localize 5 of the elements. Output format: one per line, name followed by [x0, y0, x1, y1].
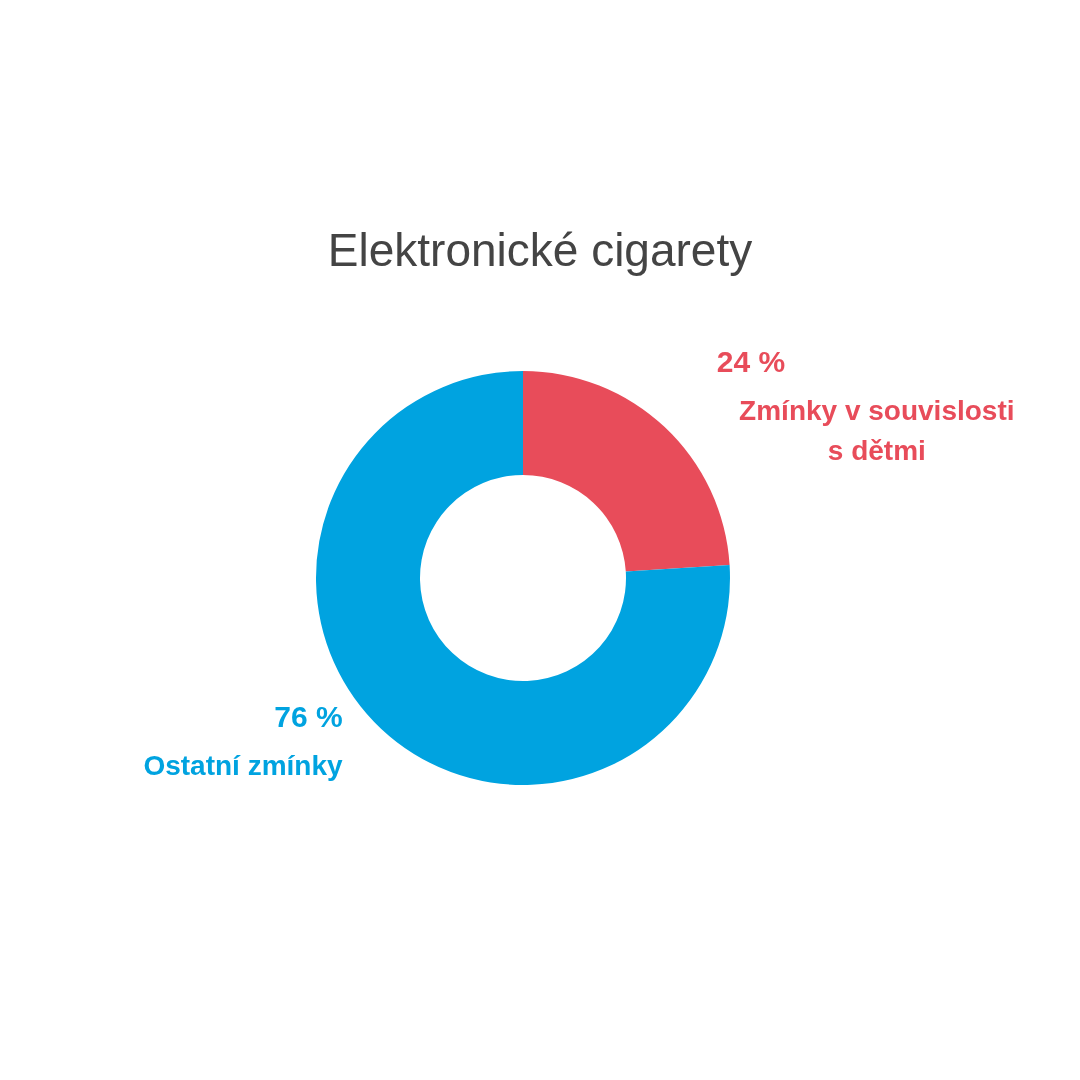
- slice-label: Zmínky v souvislosti s dětmi: [739, 395, 1015, 467]
- slice-label: Ostatní zmínky: [143, 749, 344, 781]
- chart-title: Elektronické cigarety: [327, 224, 753, 276]
- data-label: 76 %: [274, 699, 343, 733]
- data-label: 24 %: [716, 345, 786, 379]
